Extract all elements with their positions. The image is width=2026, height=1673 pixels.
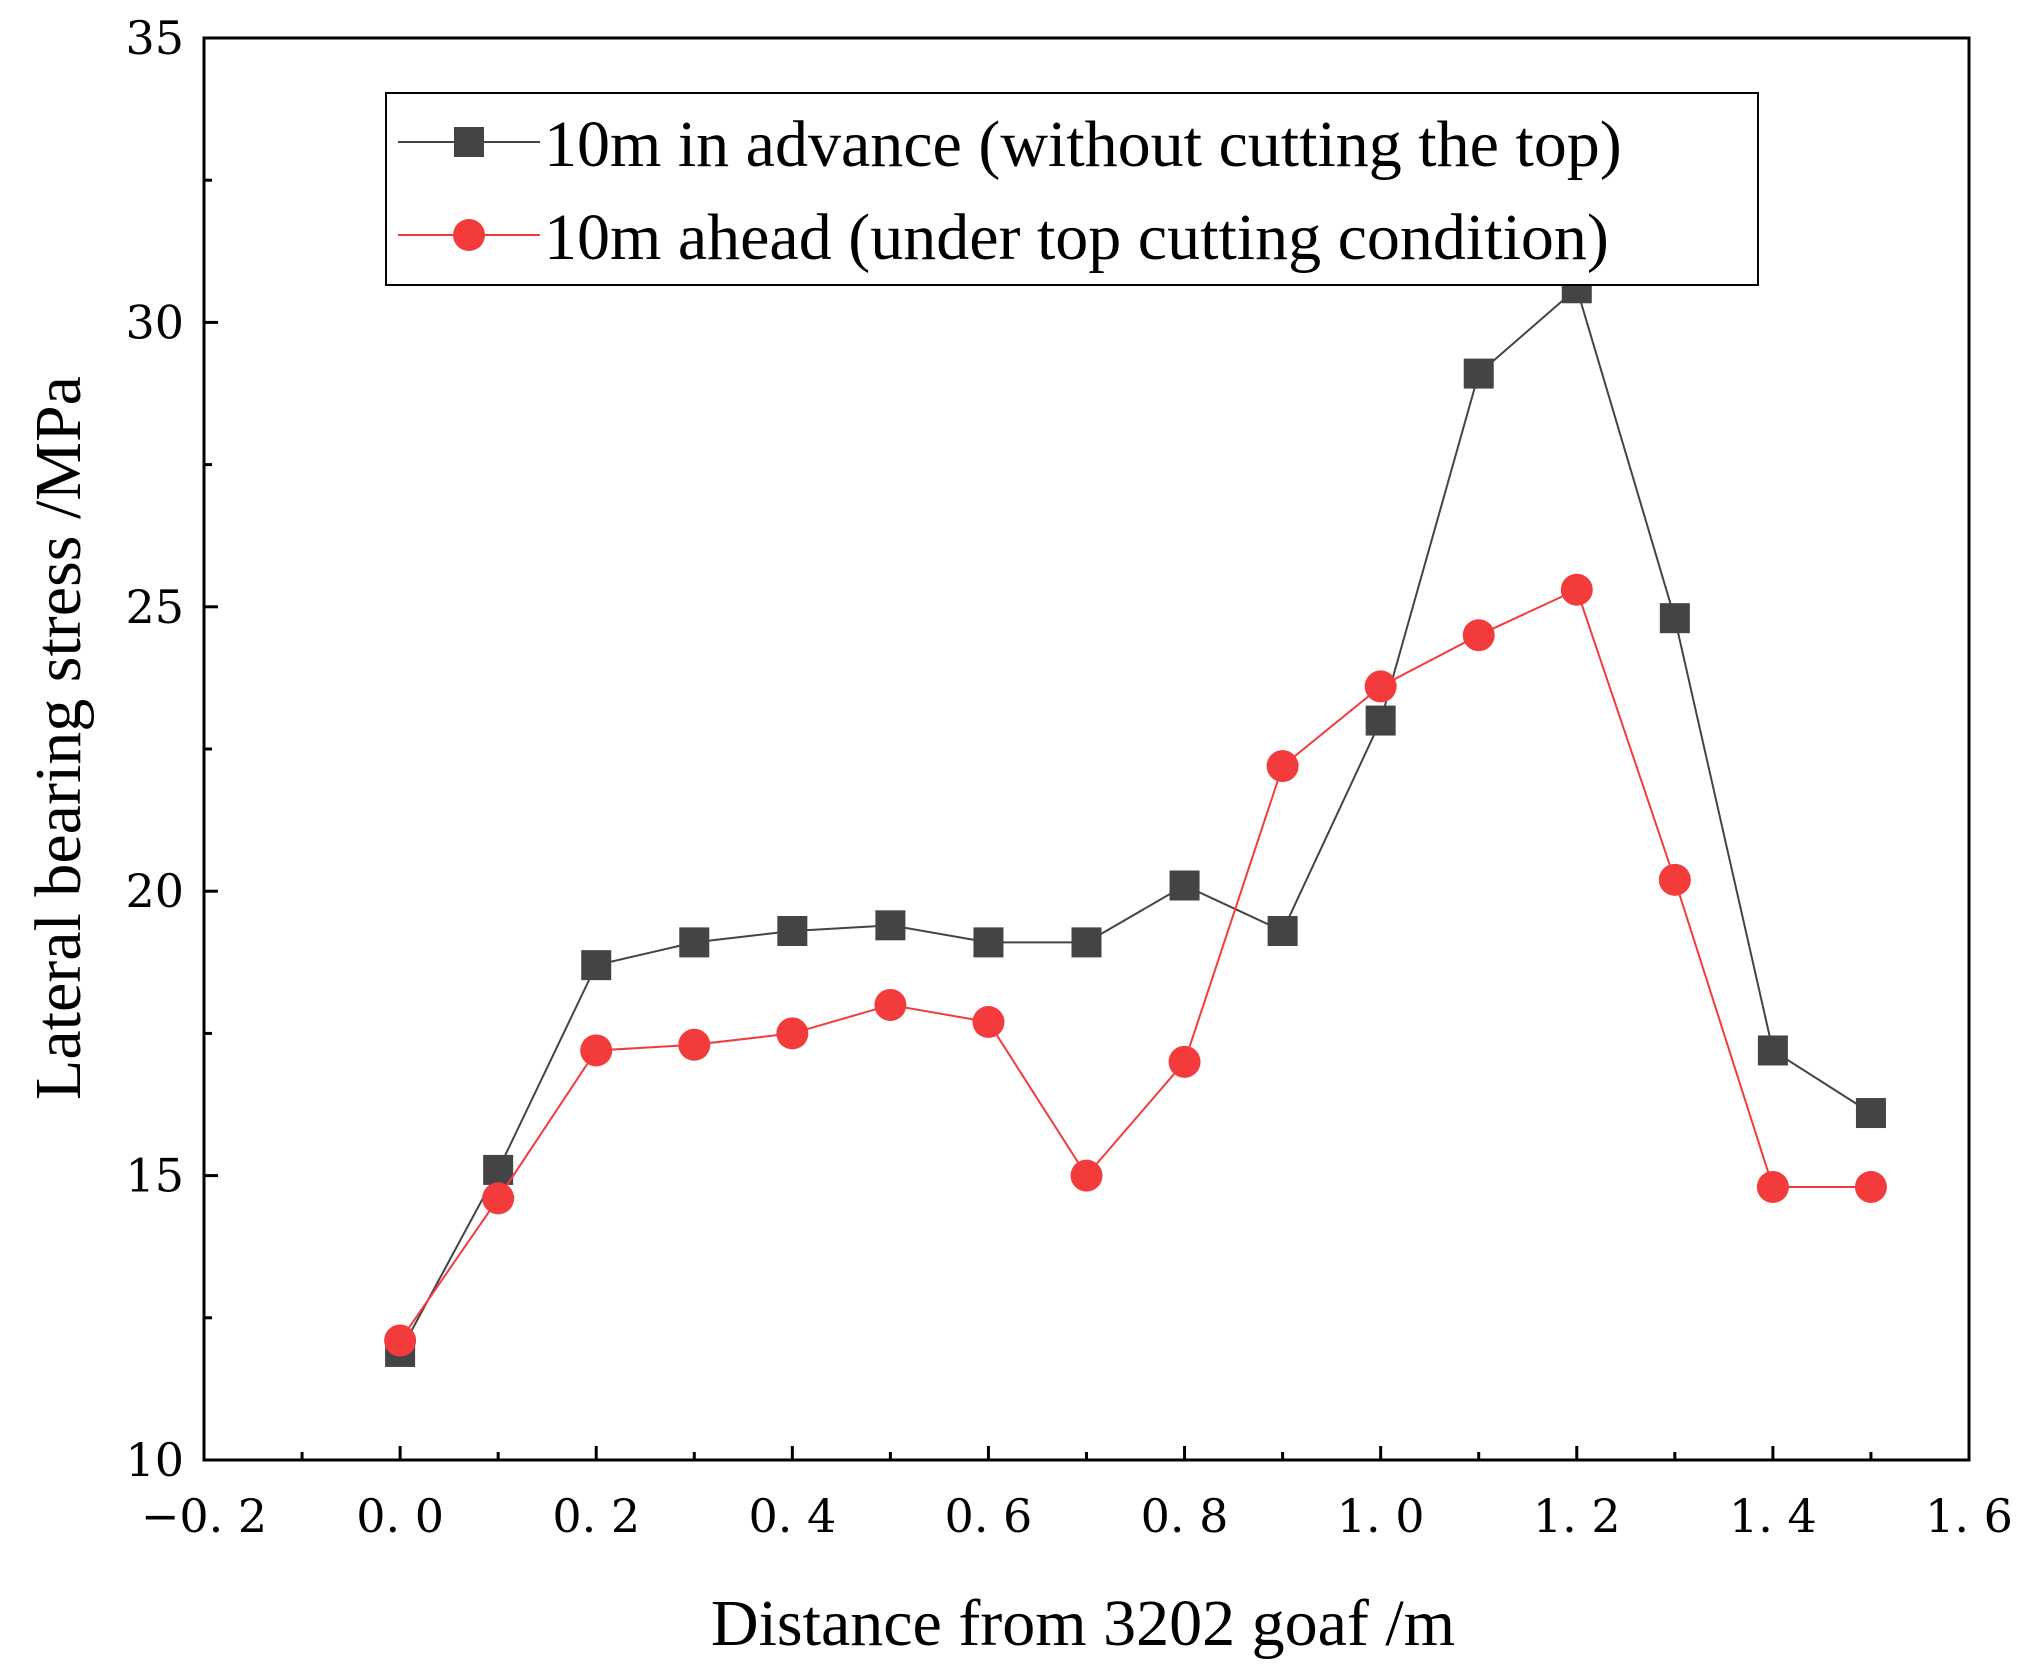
data-point-square <box>973 927 1004 958</box>
x-tick-label: 1. 0 <box>1337 1489 1425 1543</box>
y-tick-label: 35 <box>125 11 184 65</box>
y-tick-label: 10 <box>125 1433 184 1487</box>
data-point-square <box>1169 870 1200 901</box>
legend-marker-square <box>454 127 484 157</box>
series-2 <box>384 573 1887 1357</box>
series-1-line <box>399 286 1872 1353</box>
legend-label-series-1: 10m in advance (without cutting the top) <box>544 108 1622 181</box>
data-point-square <box>1659 603 1690 634</box>
data-point-square <box>1855 1098 1886 1129</box>
data-point-square <box>679 927 710 958</box>
y-axis: 10 15 20 25 30 35 <box>125 11 218 1487</box>
data-point-circle <box>874 988 907 1021</box>
data-point-circle <box>482 1182 515 1215</box>
data-point-circle <box>580 1034 613 1067</box>
data-point-square <box>581 950 612 981</box>
data-point-circle <box>1364 670 1397 703</box>
data-point-circle <box>972 1006 1005 1039</box>
data-point-square <box>875 910 906 941</box>
legend-label-series-2: 10m ahead (under top cutting condition) <box>544 201 1609 274</box>
data-point-square <box>1071 927 1102 958</box>
data-point-circle <box>1756 1170 1789 1203</box>
x-tick-label: 1. 6 <box>1925 1489 2013 1543</box>
y-tick-label: 25 <box>125 580 184 634</box>
data-point-circle <box>384 1324 417 1357</box>
data-point-square <box>1267 916 1298 947</box>
x-tick-label: 0. 6 <box>945 1489 1033 1543</box>
data-point-circle <box>1168 1045 1201 1078</box>
series-2-line <box>399 588 1871 1342</box>
legend: 10m in advance (without cutting the top)… <box>385 92 1759 286</box>
x-tick-label: −0. 2 <box>141 1489 267 1543</box>
data-point-square <box>1757 1035 1788 1066</box>
data-point-circle <box>1462 619 1495 652</box>
legend-box <box>385 92 1759 286</box>
data-point-circle <box>1070 1159 1103 1192</box>
y-axis-title: Lateral bearing stress /MPa <box>22 376 95 1100</box>
x-tick-label: 0. 2 <box>552 1489 640 1543</box>
data-point-square <box>777 916 808 947</box>
y-tick-label: 20 <box>125 864 184 918</box>
data-point-circle <box>776 1017 809 1050</box>
y-tick-label: 30 <box>125 295 184 349</box>
x-axis-title: Distance from 3202 goaf /m <box>711 1587 1455 1660</box>
data-point-circle <box>1266 750 1299 783</box>
x-tick-label: 1. 2 <box>1533 1489 1621 1543</box>
x-tick-label: 0. 0 <box>356 1489 444 1543</box>
x-tick-label: 0. 8 <box>1141 1489 1229 1543</box>
data-point-square <box>483 1154 514 1185</box>
data-point-square <box>1463 358 1494 389</box>
x-tick-label: 1. 4 <box>1729 1489 1817 1543</box>
data-point-circle <box>1658 863 1691 896</box>
data-point-circle <box>1560 573 1593 606</box>
y-tick-label: 15 <box>125 1149 184 1203</box>
x-axis: −0. 2 0. 0 0. 2 0. 4 0. 6 0. 8 1. 0 1. 2 1. 4 1. … <box>141 1446 2013 1543</box>
data-point-circle <box>1854 1170 1887 1203</box>
legend-marker-circle <box>453 219 485 251</box>
data-point-circle <box>678 1028 711 1061</box>
data-point-square <box>1365 705 1396 736</box>
x-tick-label: 0. 4 <box>748 1489 836 1543</box>
